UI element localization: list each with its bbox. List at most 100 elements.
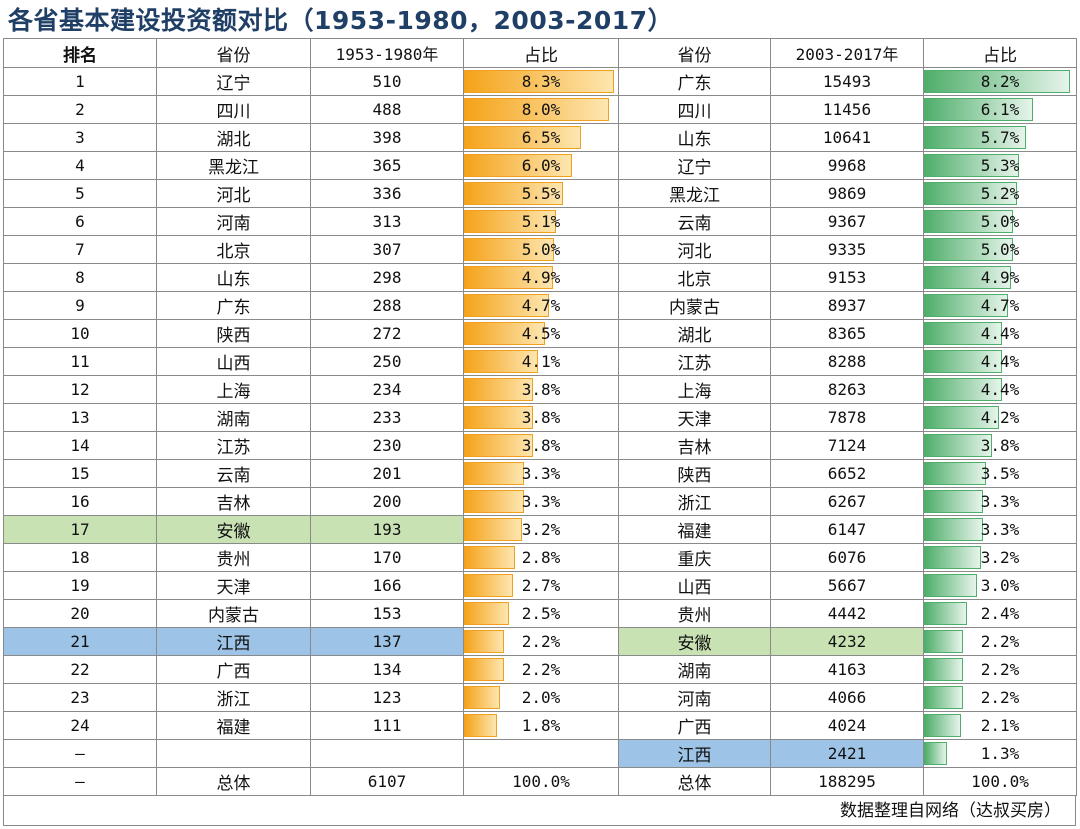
share-b-cell: 2.4% [923,599,1077,628]
province-a-cell: 上海 [156,375,311,404]
rank-cell: 10 [3,319,157,348]
share-b-cell: 2.2% [923,683,1077,712]
province-b-cell: 吉林 [618,431,771,460]
share-a-cell-bar [464,210,556,233]
share-a-cell-bar [464,658,504,681]
table-row: 1 辽宁 510 8.3% 广东 15493 8.2% [3,67,1077,96]
share-a-cell-bar [464,630,504,653]
header-share-a: 占比 [463,38,619,68]
value-b-cell: 6076 [770,543,924,572]
share-a-cell: 1.8% [463,711,619,740]
share-a-cell-label: 2.5% [521,603,561,623]
value-a-cell: 200 [310,487,464,516]
rank-cell: 6 [3,207,157,236]
province-b-cell: 云南 [618,207,771,236]
share-b-cell-bar [924,462,986,485]
comparison-table-wrapper: 排名 省份 1953-1980年 占比 省份 2003-2017年 占比 1 辽宁… [3,38,1077,826]
value-b-cell: 4024 [770,711,924,740]
share-b-cell: 5.0% [923,235,1077,264]
value-b-cell: 9153 [770,263,924,292]
share-b-cell-bar [924,322,1002,345]
province-b-cell: 贵州 [618,599,771,628]
share-a-cell-bar [464,98,609,121]
share-a-cell-label: 8.0% [521,99,561,119]
value-b-cell: 4442 [770,599,924,628]
value-a-cell: 398 [310,123,464,152]
share-a-cell: 3.8% [463,403,619,432]
table-row: 15 云南 201 3.3% 陕西 6652 3.5% [3,459,1077,488]
share-b-cell-bar [924,518,983,541]
province-a-cell: 黑龙江 [156,151,311,180]
table-row: — 江西 2421 1.3% [3,739,1077,768]
value-a-cell: 6107 [310,767,464,796]
rank-cell: 19 [3,571,157,600]
header-rank: 排名 [3,38,157,68]
share-b-cell: 3.2% [923,543,1077,572]
rank-cell: 3 [3,123,157,152]
province-a-cell [156,739,311,768]
share-b-cell-label: 3.3% [980,519,1020,539]
value-a-cell: 123 [310,683,464,712]
share-a-cell-bar [464,350,538,373]
share-b-cell: 4.9% [923,263,1077,292]
share-b-cell: 2.2% [923,655,1077,684]
province-a-cell: 江苏 [156,431,311,460]
table-row: 8 山东 298 4.9% 北京 9153 4.9% [3,263,1077,292]
province-a-cell: 湖南 [156,403,311,432]
share-a-cell-label: 4.7% [521,295,561,315]
share-a-cell-label: 2.8% [521,547,561,567]
share-a-cell: 6.0% [463,151,619,180]
province-b-cell: 黑龙江 [618,179,771,208]
rank-cell: 17 [3,515,157,544]
share-b-cell-bar [924,378,1002,401]
share-b-cell-bar [924,546,981,569]
province-b-cell: 江苏 [618,347,771,376]
share-a-cell: 8.0% [463,95,619,124]
value-b-cell: 9869 [770,179,924,208]
share-a-cell: 4.1% [463,347,619,376]
share-b-cell-bar [924,238,1013,261]
value-a-cell: 250 [310,347,464,376]
share-b-cell-label: 3.0% [980,575,1020,595]
share-b-cell: 100.0% [923,767,1077,796]
value-b-cell: 4066 [770,683,924,712]
share-a-cell: 100.0% [463,767,619,796]
share-b-cell-label: 4.4% [980,379,1020,399]
share-a-cell: 4.9% [463,263,619,292]
province-b-cell: 内蒙古 [618,291,771,320]
share-b-cell-label: 2.1% [980,715,1020,735]
province-a-cell: 陕西 [156,319,311,348]
share-a-cell-bar [464,70,614,93]
share-b-cell-label: 2.2% [980,687,1020,707]
share-b-cell: 3.8% [923,431,1077,460]
rank-cell: 22 [3,655,157,684]
province-a-cell: 北京 [156,235,311,264]
share-b-cell-label: 3.8% [980,435,1020,455]
share-a-cell-label: 1.8% [521,715,561,735]
share-a-cell-label: 3.8% [521,379,561,399]
table-row: 14 江苏 230 3.8% 吉林 7124 3.8% [3,431,1077,460]
province-b-cell: 河北 [618,235,771,264]
province-a-cell: 安徽 [156,515,311,544]
share-b-cell-label: 3.3% [980,491,1020,511]
value-a-cell: 134 [310,655,464,684]
share-a-cell-bar [464,574,513,597]
share-a-cell: 3.3% [463,487,619,516]
value-a-cell: 193 [310,515,464,544]
share-a-cell: 4.7% [463,291,619,320]
share-b-cell: 4.2% [923,403,1077,432]
province-a-cell: 天津 [156,571,311,600]
table-row: 4 黑龙江 365 6.0% 辽宁 9968 5.3% [3,151,1077,180]
province-a-cell: 内蒙古 [156,599,311,628]
share-a-cell-label: 3.3% [521,463,561,483]
share-a-cell-bar [464,322,545,345]
share-a-cell-label: 100.0% [512,771,570,791]
share-b-cell-label: 4.4% [980,351,1020,371]
share-a-cell-label: 4.9% [521,267,561,287]
share-a-cell-label: 6.5% [521,127,561,147]
table-row: 20 内蒙古 153 2.5% 贵州 4442 2.4% [3,599,1077,628]
province-a-cell: 广西 [156,655,311,684]
table-row: 24 福建 111 1.8% 广西 4024 2.1% [3,711,1077,740]
rank-cell: 4 [3,151,157,180]
province-b-cell: 湖南 [618,655,771,684]
